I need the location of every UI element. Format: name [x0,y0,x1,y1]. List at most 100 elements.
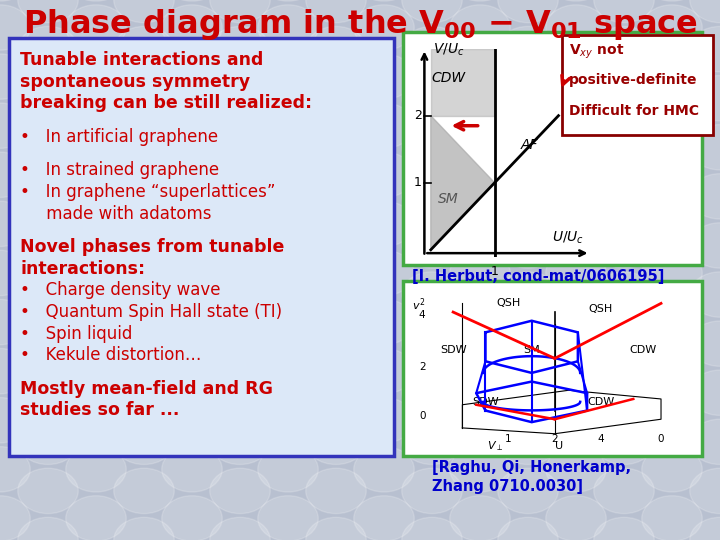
Circle shape [498,321,558,366]
Circle shape [498,174,558,219]
Circle shape [450,348,510,394]
Circle shape [642,5,702,50]
Text: SM: SM [438,192,459,206]
Circle shape [450,5,510,50]
Circle shape [162,496,222,540]
Circle shape [0,397,30,443]
Circle shape [450,0,510,1]
Polygon shape [431,116,495,250]
Text: 1: 1 [491,265,498,278]
Circle shape [0,447,30,492]
Circle shape [210,370,270,415]
Circle shape [162,447,222,492]
Circle shape [498,125,558,170]
Circle shape [306,125,366,170]
Circle shape [0,201,30,247]
Circle shape [402,125,462,170]
Circle shape [0,5,30,50]
Circle shape [498,419,558,464]
Circle shape [306,468,366,514]
Circle shape [66,299,126,345]
Circle shape [498,0,558,23]
Circle shape [642,496,702,540]
Circle shape [66,397,126,443]
Text: 0: 0 [658,434,665,444]
Circle shape [690,174,720,219]
Circle shape [18,517,78,540]
Circle shape [306,419,366,464]
Circle shape [210,272,270,317]
Circle shape [690,370,720,415]
Circle shape [690,272,720,317]
Circle shape [258,54,318,99]
Text: spontaneous symmetry: spontaneous symmetry [20,73,251,91]
Circle shape [162,348,222,394]
Circle shape [450,447,510,492]
Circle shape [66,447,126,492]
Text: •   In strained graphene: • In strained graphene [20,161,220,179]
Circle shape [114,321,174,366]
Circle shape [546,201,606,247]
Circle shape [450,250,510,295]
Circle shape [546,0,606,1]
Text: Zhang 0710.0030]: Zhang 0710.0030] [432,479,583,494]
Circle shape [306,321,366,366]
Circle shape [210,517,270,540]
Circle shape [162,5,222,50]
Circle shape [0,54,30,99]
Circle shape [594,370,654,415]
Circle shape [0,496,30,540]
Circle shape [690,419,720,464]
Circle shape [546,496,606,540]
Circle shape [690,321,720,366]
Circle shape [594,419,654,464]
Circle shape [354,0,414,1]
Circle shape [450,496,510,540]
Circle shape [594,125,654,170]
Circle shape [690,223,720,268]
Circle shape [114,370,174,415]
Circle shape [354,348,414,394]
Text: V$_{xy}$ not: V$_{xy}$ not [569,43,624,62]
Circle shape [402,272,462,317]
Circle shape [642,201,702,247]
Circle shape [402,370,462,415]
Text: 0: 0 [419,411,426,421]
Circle shape [66,250,126,295]
Text: [I. Herbut, cond-mat/0606195]: [I. Herbut, cond-mat/0606195] [412,269,665,284]
Circle shape [66,201,126,247]
Circle shape [66,0,126,1]
Circle shape [498,76,558,121]
Circle shape [114,76,174,121]
FancyBboxPatch shape [403,32,702,265]
Text: 1: 1 [505,434,512,444]
Circle shape [258,5,318,50]
Circle shape [594,0,654,23]
Text: Mostly mean-field and RG: Mostly mean-field and RG [20,380,273,397]
Circle shape [690,76,720,121]
Text: AF: AF [521,138,539,152]
Text: Novel phases from tunable: Novel phases from tunable [20,238,284,256]
Circle shape [402,76,462,121]
Circle shape [0,348,30,394]
Text: QSH: QSH [589,304,613,314]
Circle shape [18,76,78,121]
Circle shape [258,250,318,295]
Circle shape [306,76,366,121]
Circle shape [354,5,414,50]
Circle shape [210,76,270,121]
Circle shape [258,447,318,492]
Circle shape [18,26,78,72]
Text: •   Kekule distortion…: • Kekule distortion… [20,346,202,364]
Polygon shape [431,49,495,116]
Circle shape [690,125,720,170]
Circle shape [594,26,654,72]
Text: •   Charge density wave: • Charge density wave [20,281,220,299]
Text: breaking can be still realized:: breaking can be still realized: [20,94,312,112]
Circle shape [306,0,366,23]
Circle shape [642,54,702,99]
Circle shape [498,26,558,72]
Circle shape [546,348,606,394]
Circle shape [450,103,510,148]
Text: CDW: CDW [431,71,466,85]
